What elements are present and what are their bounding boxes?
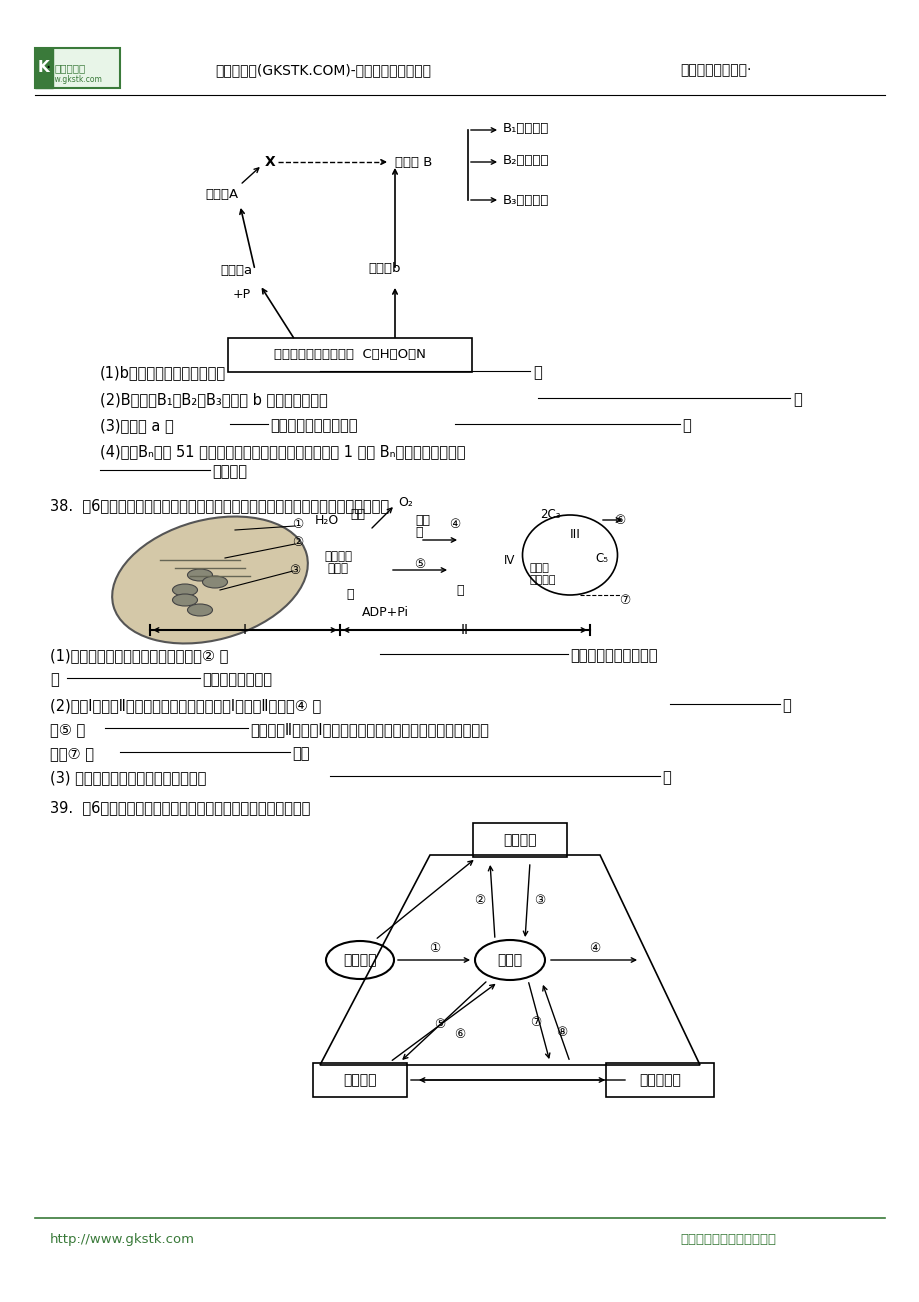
Text: H₂O: H₂O [314, 513, 339, 526]
Text: 39.  （6分）下图表示内环境稳态的调节机制。据图分析回答：: 39. （6分）下图表示内环境稳态的调节机制。据图分析回答： [50, 799, 310, 815]
Text: X: X [265, 155, 276, 169]
Text: 酶: 酶 [414, 526, 422, 539]
Text: (2)过程Ⅰ和过程Ⅱ是紧密联系的两过程，过程Ⅰ为过程Ⅱ提供［④ ］: (2)过程Ⅰ和过程Ⅱ是紧密联系的两过程，过程Ⅰ为过程Ⅱ提供［④ ］ [50, 698, 321, 713]
Text: B₃（运氧）: B₃（运氧） [503, 194, 549, 207]
Text: ③: ③ [534, 893, 545, 906]
Text: ⑤: ⑤ [434, 1018, 445, 1031]
Text: 小分子a: 小分子a [220, 263, 252, 276]
Text: 神经系统: 神经系统 [503, 833, 536, 848]
Text: (1)b的分子结构简式可表示为: (1)b的分子结构简式可表示为 [100, 365, 226, 380]
Text: 高考试题库(GKSTK.COM)-国内最专业高考网站: 高考试题库(GKSTK.COM)-国内最专业高考网站 [215, 62, 430, 77]
FancyBboxPatch shape [228, 339, 471, 372]
Ellipse shape [202, 575, 227, 589]
Text: ④: ④ [448, 518, 460, 531]
Text: 多种酶: 多种酶 [529, 562, 550, 573]
Text: ADP+Pi: ADP+Pi [361, 605, 408, 618]
Text: 考名牌大学，上高考试题库: 考名牌大学，上高考试题库 [679, 1233, 775, 1246]
Text: 中。: 中。 [291, 746, 309, 760]
Text: 光解: 光解 [349, 509, 365, 522]
Text: 。: 。 [792, 392, 800, 408]
Bar [35, 48, 53, 89]
Text: 种，它进一步可水解为: 种，它进一步可水解为 [269, 418, 357, 434]
Text: IV: IV [504, 553, 516, 566]
Text: ④: ④ [589, 941, 600, 954]
Text: 参加催化: 参加催化 [529, 575, 556, 585]
Text: ③: ③ [289, 564, 301, 577]
Text: ⑦: ⑦ [618, 594, 630, 607]
Text: http://www.gkstk.com: http://www.gkstk.com [50, 1233, 195, 1246]
Text: （填罗马字母）。: （填罗马字母）。 [202, 672, 272, 687]
Text: ·: · [45, 59, 51, 77]
Text: ⑤: ⑤ [414, 559, 425, 572]
Text: ⑥: ⑥ [454, 1029, 465, 1042]
Text: I: I [243, 622, 246, 637]
Text: www.gkstk.com: www.gkstk.com [43, 76, 103, 85]
Text: K: K [38, 60, 50, 76]
Text: 是: 是 [50, 672, 59, 687]
Text: 2C₃: 2C₃ [539, 509, 560, 522]
Text: ①: ① [429, 941, 440, 954]
Text: 小分子b: 小分子b [368, 262, 400, 275]
Text: 38.  （6分）下列分别是叶绿体模型图和绿色植物光合作用过程图解，请据图回答。: 38. （6分）下列分别是叶绿体模型图和绿色植物光合作用过程图解，请据图回答。 [50, 497, 389, 513]
Text: 免疫系统: 免疫系统 [343, 1073, 377, 1087]
Text: 高分子 B: 高分子 B [394, 155, 432, 168]
FancyBboxPatch shape [472, 823, 566, 857]
Text: 酶: 酶 [346, 589, 354, 602]
Text: II: II [460, 622, 469, 637]
FancyBboxPatch shape [312, 1062, 406, 1098]
Text: III: III [569, 529, 580, 542]
Text: (1)吸收光能的色素分布在叶绿体的［② ］: (1)吸收光能的色素分布在叶绿体的［② ］ [50, 648, 228, 663]
FancyBboxPatch shape [606, 1062, 713, 1098]
Text: C₅: C₅ [595, 552, 607, 565]
Text: 个肽键。: 个肽键。 [211, 464, 246, 479]
Text: 组成生物体的基本元素  C、H、O、N: 组成生物体的基本元素 C、H、O、N [274, 349, 425, 362]
Text: 供氢: 供氢 [414, 513, 429, 526]
Text: 叶绿体中: 叶绿体中 [323, 551, 352, 564]
Text: ；而过程Ⅱ将过程Ⅰ固定在活跃化合物中的能量储存在稳定化合: ；而过程Ⅱ将过程Ⅰ固定在活跃化合物中的能量储存在稳定化合 [250, 723, 488, 737]
Text: B₁（免疫）: B₁（免疫） [503, 121, 549, 134]
Text: (3)小分子 a 有: (3)小分子 a 有 [100, 418, 174, 434]
Text: +P: +P [233, 289, 251, 302]
Text: O₂: O₂ [398, 496, 413, 509]
Bar [35, 48, 119, 89]
Text: 酶: 酶 [456, 583, 463, 596]
Ellipse shape [187, 604, 212, 616]
Text: ①: ① [292, 518, 303, 531]
Text: 高分子A: 高分子A [205, 189, 238, 202]
Text: 和: 和 [781, 698, 790, 713]
Text: 上，发生在其上的过程: 上，发生在其上的过程 [570, 648, 657, 663]
Text: 。: 。 [681, 418, 690, 434]
Text: 的色素: 的色素 [327, 561, 348, 574]
Text: 内环境: 内环境 [497, 953, 522, 967]
Text: ⑥: ⑥ [614, 513, 625, 526]
Text: ⑧: ⑧ [556, 1026, 567, 1039]
Ellipse shape [173, 594, 198, 605]
Ellipse shape [112, 517, 308, 643]
Text: (4)假如Bₙ是由 51 个氨基酸，两条肽链组成的，在形成 1 分子 Bₙ的过程中，共形成: (4)假如Bₙ是由 51 个氨基酸，两条肽链组成的，在形成 1 分子 Bₙ的过程… [100, 444, 465, 460]
Text: 外界环境: 外界环境 [343, 953, 377, 967]
Text: ②: ② [474, 893, 485, 906]
Text: 我的高考我做主！·: 我的高考我做主！· [679, 62, 751, 77]
Text: B₂（催化）: B₂（催化） [503, 154, 549, 167]
Text: ②: ② [292, 536, 303, 549]
Text: 内分泌系统: 内分泌系统 [639, 1073, 680, 1087]
Text: 。: 。 [662, 769, 670, 785]
Text: (2)B可分为B₁、B₂、B₃等，从 b 角度分析是由于: (2)B可分为B₁、B₂、B₃等，从 b 角度分析是由于 [100, 392, 327, 408]
Text: 高考试题库: 高考试题库 [55, 62, 86, 73]
Ellipse shape [187, 569, 212, 581]
Ellipse shape [173, 585, 198, 596]
Text: 物［⑦ ］: 物［⑦ ］ [50, 746, 94, 760]
Text: ⑦: ⑦ [529, 1016, 541, 1029]
Text: (3) 光合作用过程的总反应式可概括为: (3) 光合作用过程的总反应式可概括为 [50, 769, 206, 785]
Text: ［⑤ ］: ［⑤ ］ [50, 723, 85, 737]
Text: 。: 。 [532, 365, 541, 380]
